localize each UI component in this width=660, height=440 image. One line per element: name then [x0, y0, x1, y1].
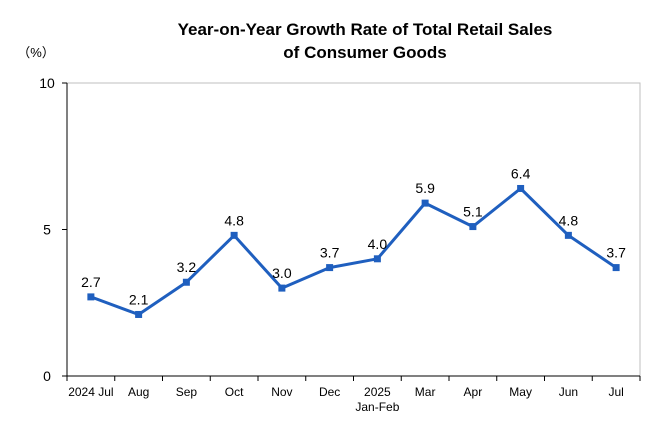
data-label: 2.1: [129, 291, 149, 307]
data-label: 3.2: [177, 259, 197, 275]
data-label: 3.7: [320, 245, 340, 261]
data-point: [326, 264, 334, 272]
x-tick-label: Apr: [464, 385, 483, 399]
data-label: 2.7: [81, 274, 101, 290]
y-tick-label: 5: [43, 222, 51, 238]
x-tick-label: Aug: [128, 385, 149, 399]
x-tick-label: Nov: [271, 385, 292, 399]
data-point: [135, 310, 143, 318]
plot-frame: [66, 82, 641, 377]
data-label: 5.9: [415, 180, 435, 196]
x-tick-label: Sep: [176, 385, 198, 399]
x-tick-label: Mar: [415, 385, 436, 399]
series-line: [90, 187, 617, 316]
data-point: [564, 231, 572, 239]
data-point: [373, 255, 381, 263]
data-label: 4.8: [559, 212, 579, 228]
data-point: [278, 284, 286, 292]
data-label: 3.0: [272, 265, 292, 281]
data-point: [87, 293, 95, 301]
data-label: 6.4: [511, 165, 531, 181]
data-label: 5.1: [463, 204, 483, 220]
data-point: [421, 199, 429, 207]
y-tick-label: 0: [43, 368, 51, 384]
chart-title-line-1: Year-on-Year Growth Rate of Total Retail…: [178, 20, 553, 39]
x-tick-label: Jun: [559, 385, 578, 399]
data-point: [230, 231, 238, 239]
data-label: 4.8: [224, 212, 244, 228]
x-tick-label: Oct: [225, 385, 244, 399]
data-point: [612, 264, 620, 272]
data-point: [469, 223, 477, 231]
data-point: [182, 278, 190, 286]
data-label: 3.7: [606, 245, 626, 261]
x-tick-label: 2025: [364, 385, 391, 399]
x-tick-label: 2024 Jul: [68, 385, 113, 399]
y-tick-label: 10: [39, 75, 55, 91]
data-point: [517, 184, 525, 192]
x-tick-label: Dec: [319, 385, 340, 399]
x-tick-label: May: [509, 385, 532, 399]
x-tick-label: Jul: [608, 385, 623, 399]
x-tick-label-line-2: Jan-Feb: [355, 400, 399, 414]
chart-title-line-2: of Consumer Goods: [283, 43, 446, 62]
y-axis-unit-label: （%）: [17, 45, 55, 60]
data-label: 4.0: [368, 236, 388, 252]
